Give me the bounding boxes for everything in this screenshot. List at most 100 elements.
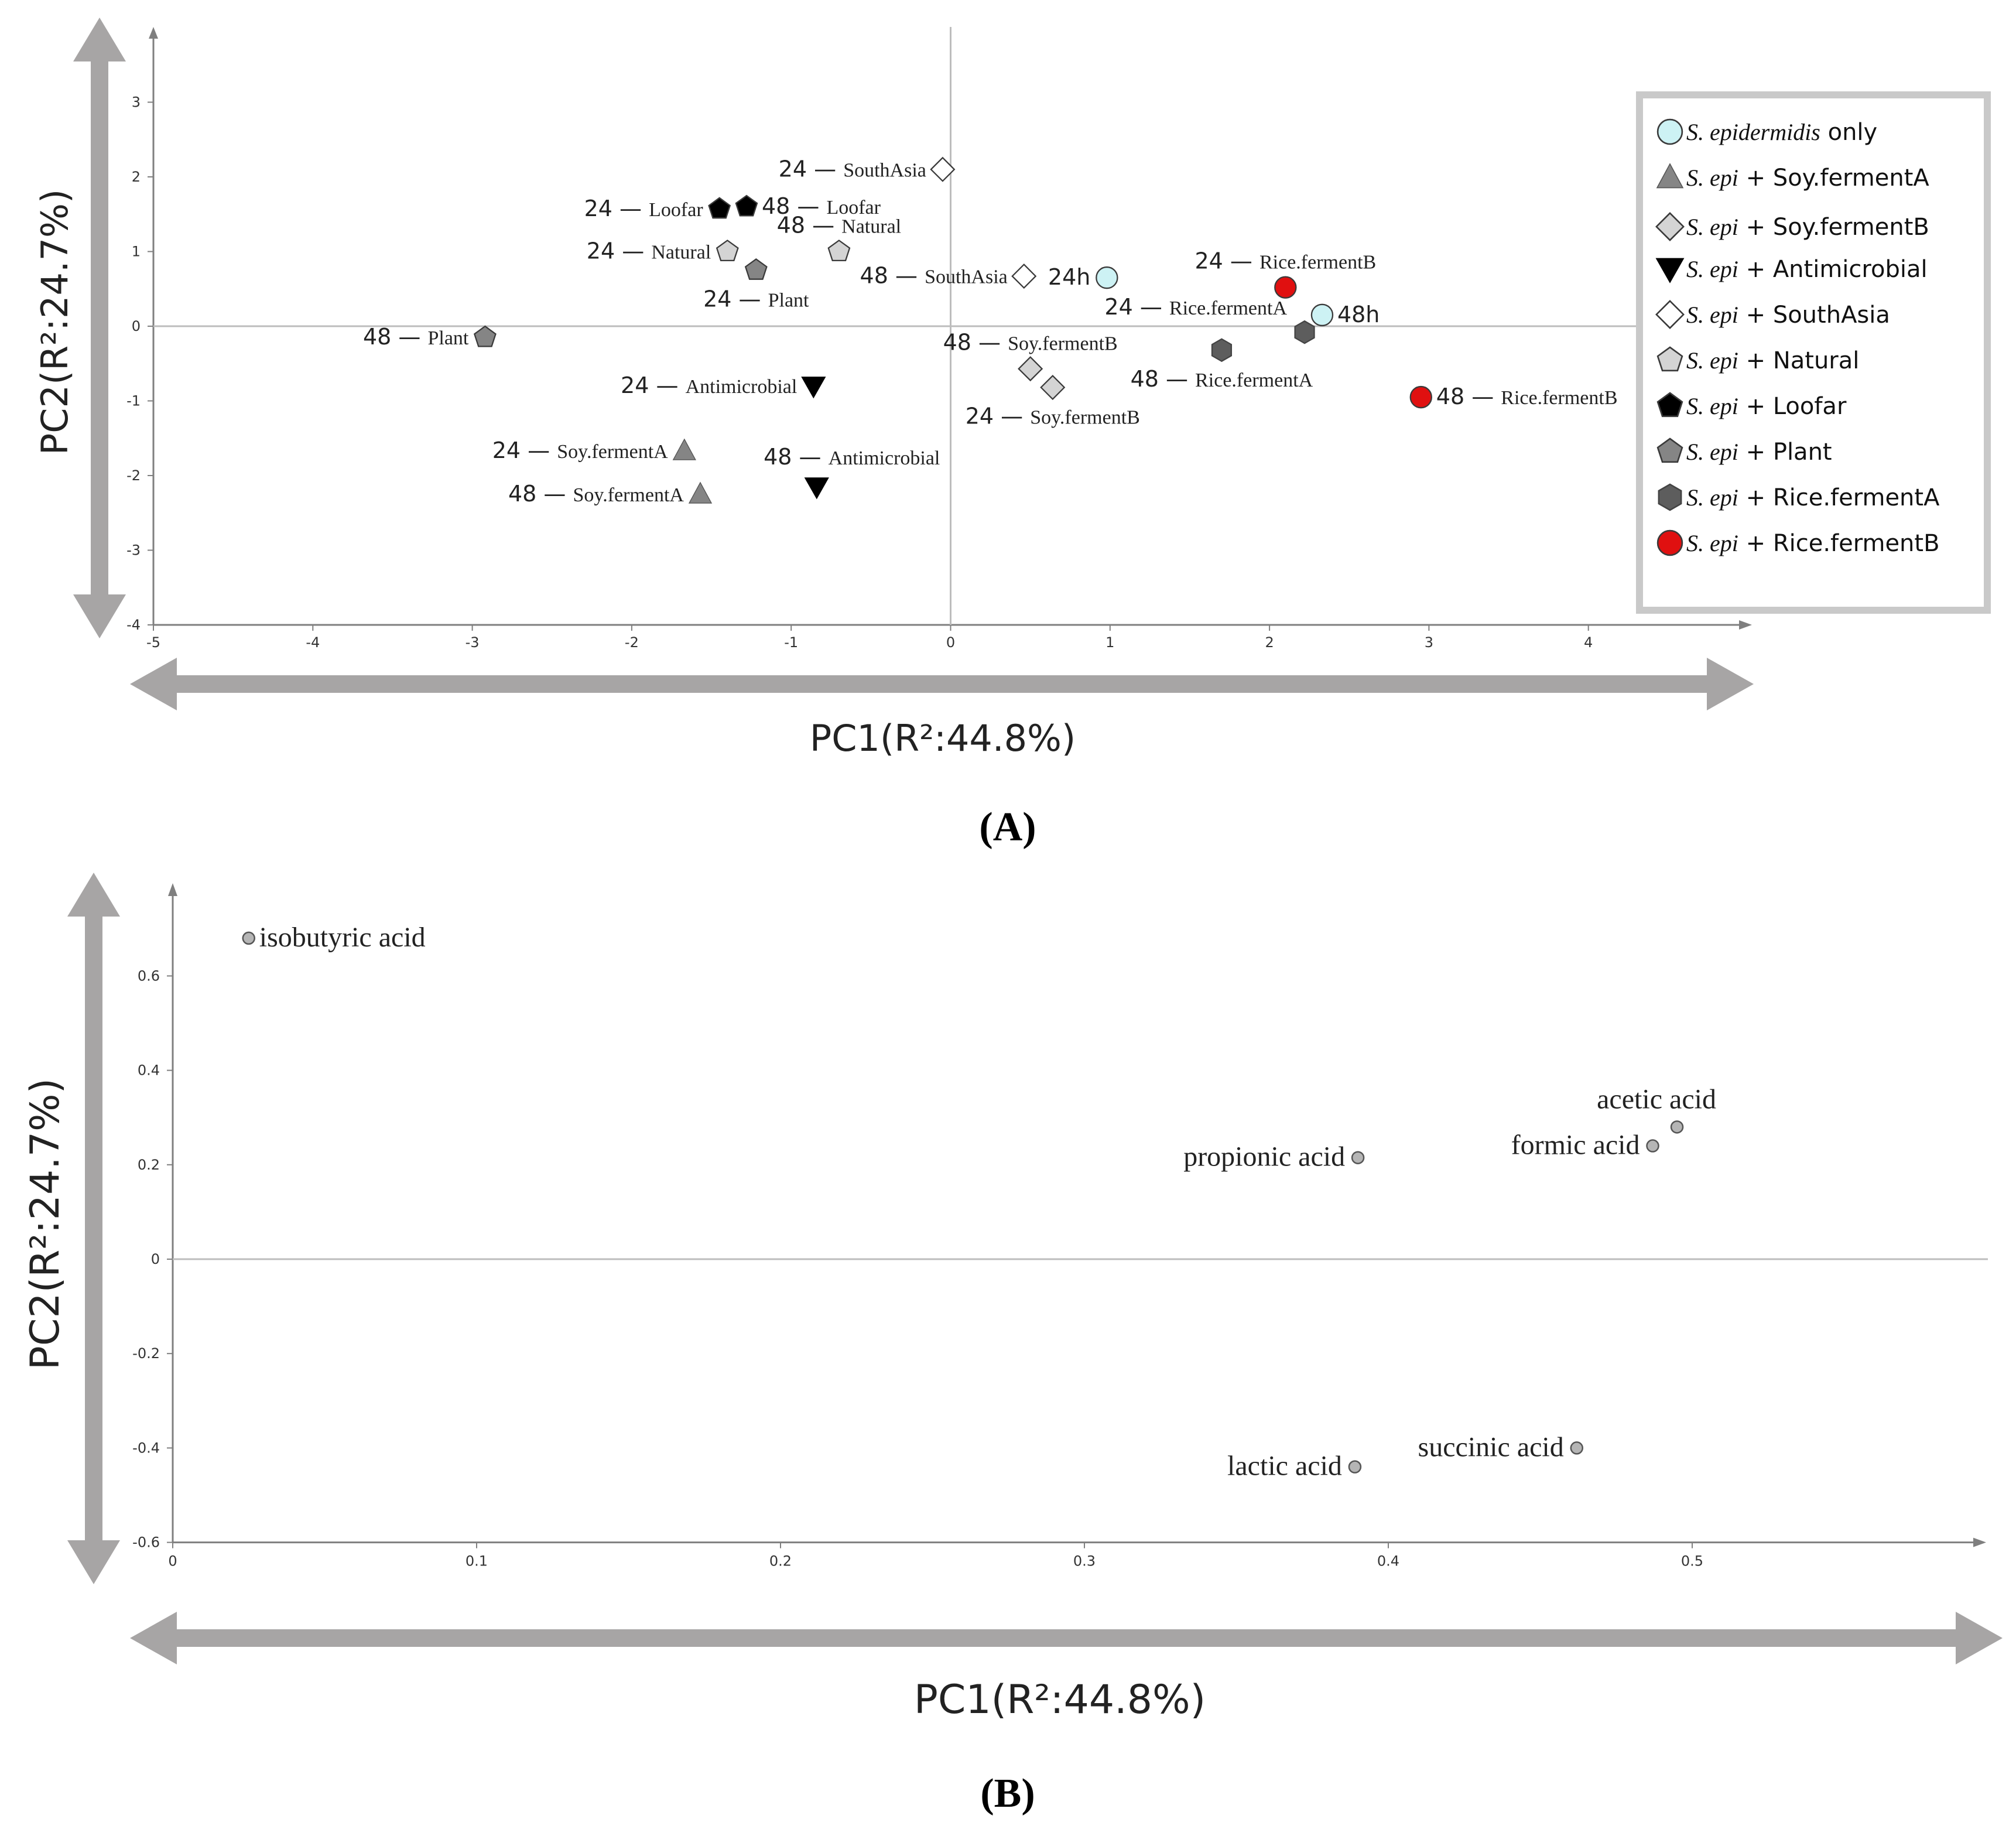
panel-b-point-label: formic acid <box>1511 1130 1640 1161</box>
panel-a-point-name: Natural <box>841 216 901 238</box>
legend-label-text: + SouthAsia <box>1738 302 1890 329</box>
panel-a-point-hour: 48 — <box>508 481 573 507</box>
panel-b-x-tick-label: 0.3 <box>1073 1553 1096 1570</box>
legend-label: S. epi + Soy.fermentA <box>1686 165 1929 192</box>
panel-a-point-label: 48 — Rice.fermentB <box>1436 384 1618 409</box>
panel-a-point-diamond <box>1018 356 1043 382</box>
panel-b-y-tick-label: -0.2 <box>132 1345 160 1362</box>
panel-a-point-name: Antimicrobial <box>829 447 940 469</box>
panel-b-point-label: lactic acid <box>1227 1451 1342 1482</box>
panel-a-point-label: 48 — Loofar <box>762 193 881 219</box>
panel-a-point-hour: 24 — <box>1104 294 1169 320</box>
panel-a-x-tick-label: 1 <box>1105 634 1114 651</box>
panel-a-point-hour: 48 — <box>762 193 827 219</box>
panel-a-point-hexagon <box>1211 338 1233 363</box>
panel-b-x-axis-label: PC1(R²:44.8%) <box>914 1677 1206 1723</box>
panel-b-point-label: acetic acid <box>1597 1083 1716 1115</box>
legend-label-text: + Rice.fermentA <box>1738 484 1940 511</box>
panel-b-caption: (B) <box>980 1771 1035 1816</box>
legend-marker <box>1655 300 1685 329</box>
panel-b-point <box>1351 1151 1365 1164</box>
panel-a-point-label: 48 — Soy.fermentB <box>943 330 1118 355</box>
panel-a-point-triangle <box>688 481 713 504</box>
panel-a-point-circle <box>1096 266 1118 289</box>
legend-label-text: only <box>1820 119 1877 146</box>
panel-a-x-arrow <box>130 658 1754 710</box>
panel-a-point-name: Rice.fermentA <box>1169 298 1288 319</box>
legend-marker <box>1656 118 1683 145</box>
panel-a-point-label: 48 — Soy.fermentA <box>508 481 684 507</box>
panel-a-point-diamond <box>1011 263 1037 289</box>
panel-a: -5 -4 -3 -2 -1 0 1 2 3 4 -4 -3 -2 -1 0 1 2 3 24 — SouthAs… <box>33 18 1991 850</box>
panel-a-point-circle <box>1274 276 1297 299</box>
legend-label: S. epi + Rice.fermentA <box>1686 484 1940 511</box>
panel-b-y-axis-arrowhead <box>168 883 177 896</box>
panel-a-y-tick-label: -3 <box>126 542 141 559</box>
panel-a-x-tick-label: -3 <box>466 634 480 651</box>
panel-b-y-tick-label: 0.6 <box>138 968 160 984</box>
legend-marker <box>1655 258 1685 283</box>
panel-a-point-name: SouthAsia <box>925 266 1008 288</box>
panel-a-point-name: Rice.fermentB <box>1259 252 1376 274</box>
panel-b-x-tick-label: 0.5 <box>1681 1553 1703 1570</box>
panel-a-point-hour: 48 — <box>860 263 925 289</box>
panel-b-axes <box>168 883 1988 1547</box>
panel-a-point-hour: 24 — <box>703 286 768 312</box>
legend-marker <box>1656 346 1683 372</box>
panel-a-point-name: SouthAsia <box>843 159 926 181</box>
panel-b-y-tick-label: 0 <box>151 1251 160 1267</box>
panel-a-point-pentagon <box>744 258 768 280</box>
panel-b-ticks: 0 0.1 0.2 0.3 0.4 0.5 -0.6 -0.4 -0.2 0 0.2 0.4 0.6 <box>132 968 1703 1569</box>
panel-a-point-label: 48 — Natural <box>777 213 901 238</box>
panel-a-point-name: Rice.fermentB <box>1501 387 1617 409</box>
panel-a-point-hour: 48 — <box>764 444 829 470</box>
panel-a-x-tick-label: 0 <box>946 634 955 651</box>
panel-b-point-label: isobutyric acid <box>259 922 426 953</box>
legend-label-italic: S. epi <box>1686 393 1738 419</box>
legend-label-text: + Natural <box>1738 347 1859 374</box>
panel-a-point-hour: 24 — <box>966 404 1031 429</box>
panel-a-point-hour: 24 — <box>492 437 557 463</box>
panel-a-point-name: Soy.fermentB <box>1008 333 1118 355</box>
panel-a-point-name: Soy.fermentA <box>557 441 668 463</box>
legend: S. epidermidis only S. epi + Soy.fermentA… <box>1636 91 1991 614</box>
panel-a-point-label: 24 — Rice.fermentB <box>1194 248 1376 274</box>
legend-box <box>1636 91 1991 614</box>
panel-a-y-arrow <box>73 18 126 638</box>
panel-b: 0 0.1 0.2 0.3 0.4 0.5 -0.6 -0.4 -0.2 0 0.2 0.4 0.6 i… <box>22 873 2003 1816</box>
panel-a-point-hour: 48h <box>1337 302 1380 327</box>
panel-a-point-hour: 48 — <box>777 213 842 238</box>
panel-a-x-tick-label: 4 <box>1584 634 1593 651</box>
panel-a-point-label: 48 — SouthAsia <box>860 263 1008 289</box>
legend-marker <box>1656 529 1683 556</box>
legend-label-italic: S. epi <box>1686 214 1738 240</box>
panel-a-y-tick-label: -4 <box>126 617 141 633</box>
panel-a-y-tick-label: 2 <box>132 169 141 185</box>
legend-label: S. epi + Plant <box>1686 439 1832 466</box>
legend-label-italic: S. epi <box>1686 302 1738 328</box>
panel-a-point-label: 24h <box>1048 264 1090 290</box>
panel-b-y-tick-label: -0.4 <box>132 1440 160 1456</box>
panel-a-point-triangle-down <box>801 377 826 399</box>
panel-a-point-hour: 24 — <box>779 156 844 182</box>
panel-a-point-label: 48 — Rice.fermentA <box>1131 366 1313 392</box>
panel-a-point-triangle <box>672 438 696 460</box>
panel-b-y-tick-label: 0.4 <box>138 1062 160 1079</box>
legend-marker <box>1656 437 1683 463</box>
legend-label-italic: S. epi <box>1686 530 1738 556</box>
panel-a-point-label: 24 — Soy.fermentB <box>966 404 1140 429</box>
panel-a-point-pentagon <box>473 325 497 347</box>
legend-items: S. epidermidis only S. epi + Soy.fermentA… <box>1655 118 1940 557</box>
panel-a-point-name: Natural <box>651 242 711 264</box>
legend-label-text: + Rice.fermentB <box>1738 530 1940 557</box>
panel-a-point-hour: 24h <box>1048 264 1090 290</box>
legend-label-text: + Plant <box>1738 439 1832 466</box>
panel-a-point-hour: 24 — <box>584 196 649 221</box>
panel-b-y-tick-label: 0.2 <box>138 1157 160 1173</box>
panel-a-point-circle <box>1310 303 1334 327</box>
legend-marker <box>1658 483 1682 511</box>
panel-a-point-pentagon <box>735 194 758 217</box>
panel-a-point-circle <box>1409 385 1432 409</box>
panel-a-caption: (A) <box>979 805 1036 850</box>
panel-b-x-tick-label: 0.4 <box>1377 1553 1399 1570</box>
